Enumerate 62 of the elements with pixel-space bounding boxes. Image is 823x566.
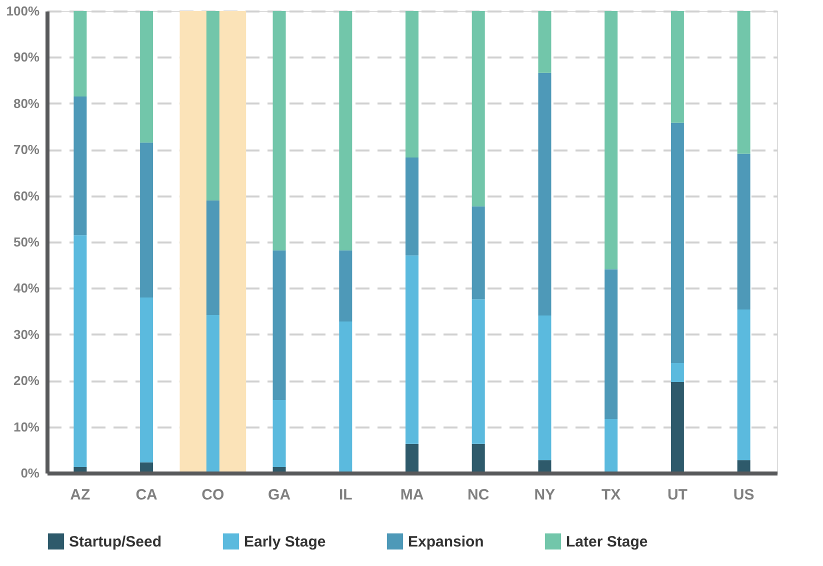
legend-label: Expansion (408, 533, 484, 550)
y-tick-label: 10% (13, 419, 40, 434)
bar (538, 315, 552, 460)
bar (670, 382, 684, 473)
y-tick-label: 90% (13, 50, 40, 65)
bar (206, 314, 220, 473)
y-tick-label: 80% (13, 96, 40, 111)
bar (472, 11, 485, 206)
bar (472, 444, 485, 473)
bar (604, 11, 618, 270)
bar (339, 250, 352, 322)
bar (272, 400, 286, 467)
bar (737, 154, 750, 310)
bar (472, 206, 485, 300)
legend-label: Later Stage (566, 533, 648, 550)
bar (74, 11, 87, 96)
x-tick-label: UT (667, 486, 688, 504)
x-tick-label: NC (468, 486, 490, 504)
bar (538, 11, 552, 73)
x-tick-label: AZ (70, 486, 90, 504)
legend-label: Early Stage (244, 533, 326, 550)
y-tick-label: 20% (13, 373, 40, 388)
x-tick-label: CO (202, 486, 224, 504)
bar (74, 235, 87, 467)
bar (670, 11, 684, 123)
x-tick-label: IL (338, 486, 352, 504)
bar (670, 122, 684, 364)
bar (272, 250, 286, 400)
bar (140, 297, 154, 462)
bar (339, 11, 352, 250)
bar (604, 418, 618, 473)
bar (406, 11, 418, 158)
y-tick-label: 50% (13, 234, 40, 250)
y-tick-label: 40% (13, 280, 40, 296)
x-tick-label: CA (136, 486, 158, 504)
x-tick-label: MA (400, 486, 424, 504)
y-tick-label: 70% (13, 142, 40, 158)
bar (737, 309, 750, 460)
bar (140, 11, 154, 143)
bar (74, 96, 87, 236)
bar (406, 255, 418, 444)
x-tick-label: GA (268, 486, 291, 504)
bar (140, 142, 154, 298)
legend-label: Startup/Seed (69, 533, 162, 550)
bar (472, 299, 485, 444)
bar (604, 269, 618, 419)
bar (737, 11, 750, 154)
bar (206, 200, 220, 315)
x-tick-label: US (733, 486, 754, 504)
y-tick-label: 60% (13, 188, 40, 204)
bar (206, 11, 220, 200)
y-tick-label: 0% (20, 466, 40, 480)
y-tick-label: 30% (13, 326, 40, 342)
bar (339, 321, 352, 473)
bar (272, 11, 286, 250)
bar (406, 157, 418, 256)
bar (538, 72, 552, 316)
x-tick-label: NY (534, 486, 556, 504)
x-tick-label: TX (602, 486, 621, 504)
bar (406, 444, 418, 473)
y-tick-label: 100% (6, 4, 40, 18)
bar (670, 363, 684, 382)
